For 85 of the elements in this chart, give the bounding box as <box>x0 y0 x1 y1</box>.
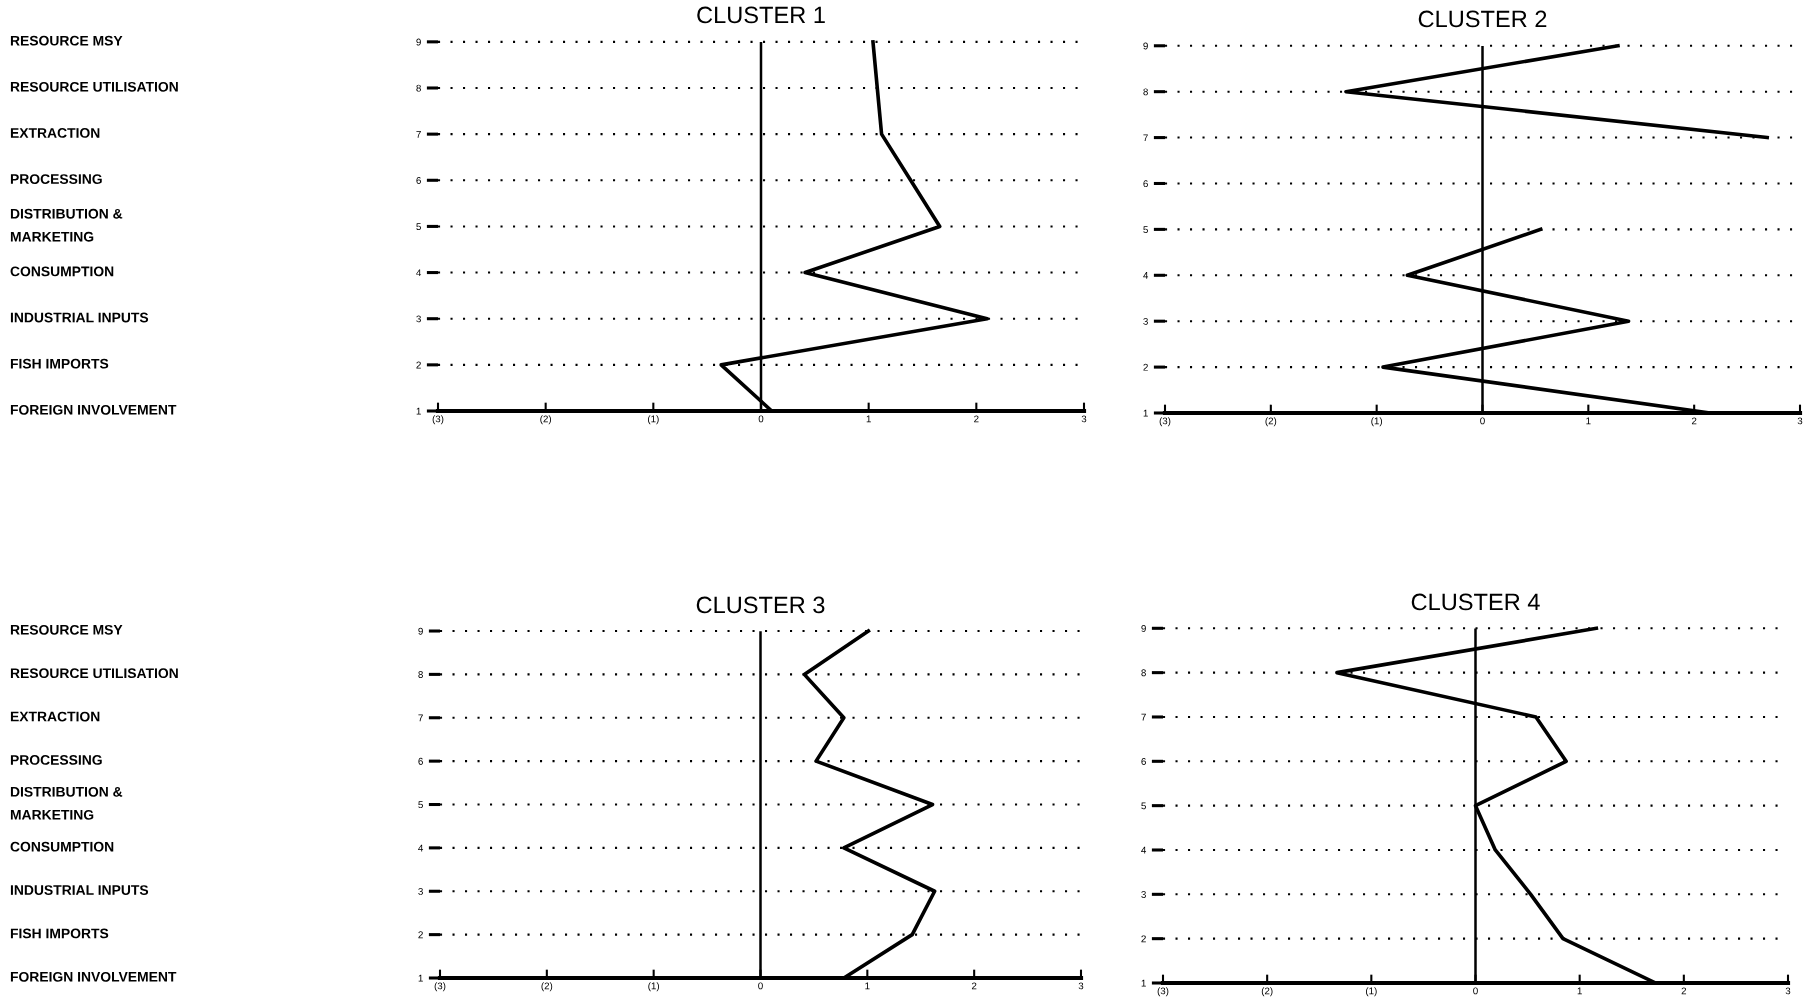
y-tick-label: 9 <box>1143 42 1148 50</box>
y-tick-label: 7 <box>418 714 423 722</box>
x-tick-label: (2) <box>1261 987 1273 997</box>
y-tick-label: 9 <box>416 38 421 46</box>
y-tick-label: 7 <box>1143 134 1148 142</box>
text: PROCESSING <box>10 755 102 765</box>
x-tick-label: 1 <box>866 415 871 423</box>
text: PROCESSING <box>10 174 102 185</box>
text: RESOURCE MSY <box>10 624 123 635</box>
y-tick-label: 4 <box>416 269 422 277</box>
y-tick-label: 7 <box>1141 713 1146 721</box>
x-tick-label: (1) <box>1366 987 1377 997</box>
y-tick-label: 7 <box>416 130 421 138</box>
y-tick-label: 2 <box>418 931 423 939</box>
y-tick-label: 9 <box>418 627 423 635</box>
y-tick-label: 9 <box>1141 625 1146 632</box>
text: RESOURCE UTILISATION <box>10 81 178 92</box>
x-tick-label: 0 <box>758 982 763 990</box>
y-tick-label: 3 <box>1143 317 1148 325</box>
y-tick-label: 5 <box>416 223 421 231</box>
y-tick-label: 3 <box>1141 891 1146 898</box>
y-tick-label: 4 <box>1141 846 1147 854</box>
y-tick-label: 8 <box>1141 669 1146 677</box>
y-tick-label: 6 <box>416 177 421 184</box>
y-tick-label: 4 <box>418 844 424 852</box>
chart-title: CLUSTER 3 <box>696 596 825 614</box>
x-tick-label: 0 <box>1480 417 1485 425</box>
text: FISH IMPORTS <box>10 358 109 369</box>
y-tick-label: 2 <box>1141 935 1146 943</box>
y-tick-label: 8 <box>1143 88 1148 96</box>
x-tick-label: 1 <box>1577 987 1582 995</box>
text: FOREIGN INVOLVEMENT <box>10 971 177 982</box>
text: RESOURCE MSY <box>10 35 123 46</box>
y-tick-label: 5 <box>418 801 423 809</box>
x-tick-label: 2 <box>974 415 979 423</box>
y-tick-label: 2 <box>416 361 421 369</box>
y-tick-label: 6 <box>418 757 423 765</box>
chart-title: CLUSTER 4 <box>1411 593 1540 611</box>
y-tick-label: 3 <box>418 887 423 895</box>
text: CONSUMPTION <box>10 841 114 852</box>
text: DISTRIBUTION & MARKETING <box>10 786 123 820</box>
y-tick-label: 2 <box>1143 363 1148 371</box>
text: CONSUMPTION <box>10 266 114 277</box>
x-tick-label: (3) <box>1157 987 1169 997</box>
y-tick-label: 1 <box>1143 409 1148 417</box>
x-tick-label: (1) <box>648 982 660 992</box>
text: DISTRIBUTION & MARKETING <box>10 208 123 242</box>
y-tick-label: 6 <box>1143 180 1148 188</box>
x-tick-label: 3 <box>1785 987 1791 995</box>
y-tick-label: 4 <box>1143 272 1149 279</box>
x-tick-label: 2 <box>1691 417 1697 425</box>
chart-title: CLUSTER 2 <box>1418 10 1547 28</box>
y-tick-label: 5 <box>1143 226 1148 233</box>
x-tick-label: (1) <box>1371 417 1383 427</box>
text: INDUSTRIAL INPUTS <box>10 312 149 323</box>
x-tick-label: (2) <box>540 415 552 425</box>
text: FISH IMPORTS <box>10 928 109 939</box>
x-tick-label: (3) <box>1159 417 1171 427</box>
chart-title: CLUSTER 1 <box>697 6 825 24</box>
x-tick-label: (1) <box>648 415 659 425</box>
y-tick-label: 8 <box>418 671 423 678</box>
text: EXTRACTION <box>10 128 100 138</box>
x-tick-label: (2) <box>541 982 553 992</box>
x-tick-label: (3) <box>434 982 446 992</box>
x-tick-label: 2 <box>971 982 977 990</box>
x-tick-label: 1 <box>865 982 870 990</box>
x-tick-label: 3 <box>1078 982 1084 990</box>
x-tick-label: 3 <box>1081 415 1087 423</box>
y-tick-label: 1 <box>416 407 421 415</box>
x-tick-label: (3) <box>432 415 444 425</box>
text: INDUSTRIAL INPUTS <box>10 885 149 895</box>
x-tick-label: 2 <box>1681 987 1687 995</box>
y-tick-label: 5 <box>1141 802 1146 810</box>
x-tick-label: 1 <box>1586 417 1591 425</box>
text: RESOURCE UTILISATION <box>10 668 178 679</box>
x-tick-label: 3 <box>1797 417 1803 425</box>
text: EXTRACTION <box>10 711 100 722</box>
x-tick-label: 0 <box>758 415 764 423</box>
y-tick-label: 1 <box>418 974 423 982</box>
x-tick-label: 0 <box>1473 987 1478 995</box>
y-tick-label: 3 <box>416 315 421 323</box>
text: FOREIGN INVOLVEMENT <box>10 404 177 415</box>
y-tick-label: 6 <box>1141 758 1146 765</box>
x-tick-label: (2) <box>1265 417 1277 427</box>
y-tick-label: 8 <box>416 84 421 92</box>
